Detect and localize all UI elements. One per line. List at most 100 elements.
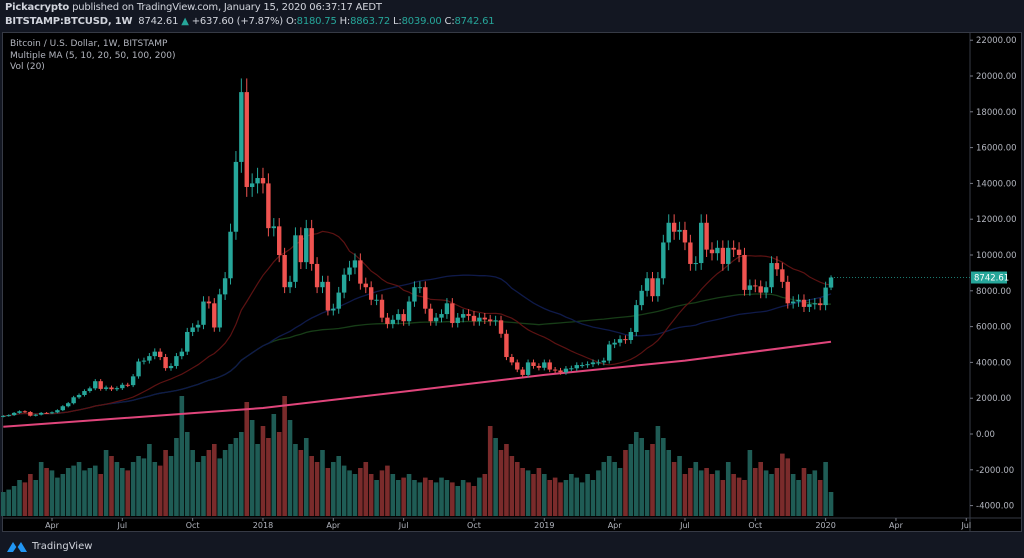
candle-body [433, 317, 439, 322]
x-tick-label: Jul [116, 521, 127, 530]
candle-body [396, 314, 401, 320]
volume-bar [536, 468, 542, 516]
candle-body [520, 369, 525, 375]
candle-body [439, 314, 444, 318]
candle-body [493, 320, 498, 322]
candle-body [812, 303, 817, 305]
volume-bar [433, 482, 439, 516]
volume-bar [363, 462, 369, 516]
volume-bar [450, 482, 455, 516]
volume-bar [109, 456, 114, 516]
candle-body [612, 342, 617, 345]
candle-body [358, 260, 363, 284]
volume-bar [612, 462, 617, 516]
y-tick-label: 14000.00 [976, 179, 1017, 189]
volume-bar [774, 468, 780, 516]
candle-body [709, 249, 715, 254]
volume-bar [309, 456, 314, 516]
legend-ma[interactable]: Multiple MA (5, 10, 20, 50, 100, 200) [10, 50, 176, 61]
volume-bar [125, 470, 131, 516]
volume-bar [136, 456, 141, 516]
candle-body [249, 183, 255, 187]
volume-bar [812, 470, 818, 516]
candle-body [796, 299, 801, 302]
candle-body [650, 278, 655, 297]
volume-bar [374, 480, 379, 516]
candle-body [579, 365, 585, 367]
publisher-name[interactable]: Pickacrypto [5, 2, 70, 13]
volume-bar [87, 468, 93, 516]
volume-bar [249, 420, 255, 516]
volume-bar [785, 458, 791, 516]
volume-bar [406, 474, 412, 516]
volume-bar [563, 480, 569, 516]
candle-body [190, 327, 195, 332]
last-price-label: 8742.61 [974, 274, 1009, 284]
last-price: 8742.61 [138, 16, 179, 27]
y-tick-label: 6000.00 [976, 323, 1011, 333]
volume-bar [190, 450, 195, 516]
x-tick-label: Jul [398, 521, 409, 530]
candle-body [644, 278, 650, 291]
candle-body [157, 351, 163, 358]
candle-body [628, 331, 634, 341]
x-tick-label: Apr [326, 521, 341, 530]
volume-bar [422, 477, 428, 516]
candle-body [385, 317, 390, 324]
x-tick-label: Oct [467, 521, 481, 530]
volume-bar [569, 474, 574, 516]
candle-body [168, 365, 174, 369]
legend-vol[interactable]: Vol (20) [10, 62, 45, 72]
candle-body [87, 388, 93, 392]
x-tick-label: Jul [960, 521, 971, 530]
candle-body [390, 319, 396, 324]
volume-bar [233, 438, 239, 516]
volume-bar [260, 426, 266, 516]
volume-bar [633, 432, 639, 516]
volume-bar [98, 474, 103, 516]
volume-bar [147, 444, 152, 516]
candle-body [293, 235, 298, 282]
volume-bar [303, 438, 309, 516]
y-tick-label: 16000.00 [976, 144, 1017, 154]
volume-bar [769, 474, 774, 516]
volume-bar [606, 456, 612, 516]
publish-info: Pickacrypto published on TradingView.com… [5, 2, 382, 13]
volume-bar [417, 482, 423, 516]
candle-body [563, 368, 569, 373]
candle-body [601, 360, 607, 363]
candle-body [195, 324, 201, 328]
tradingview-brand[interactable]: TradingView [32, 540, 93, 552]
candle-body [239, 92, 244, 162]
symbol-info: BITSTAMP:BTCUSD, 1W 8742.61 ▲ +637.60 (+… [5, 16, 495, 27]
volume-bar [579, 482, 585, 516]
candle-body [498, 320, 504, 334]
volume-bar [22, 482, 28, 516]
volume-bar [239, 432, 244, 516]
volume-bar [287, 420, 293, 516]
volume-bar [542, 474, 547, 516]
chart-pane[interactable] [2, 32, 1022, 532]
candle-body [585, 364, 590, 366]
volume-bar [255, 444, 260, 516]
candle-body [693, 263, 698, 265]
volume-bar [55, 477, 60, 516]
volume-bar [38, 462, 44, 516]
y-tick-label: 8000.00 [976, 287, 1011, 297]
candle-body [185, 331, 190, 352]
x-tick-label: 2020 [815, 521, 835, 530]
volume-bar [709, 474, 715, 516]
candle-body [147, 356, 152, 361]
candle-body [331, 308, 336, 311]
low-label: L: [393, 16, 402, 27]
volume-bar [747, 450, 753, 516]
volume-bar [44, 468, 49, 516]
ma100-line [3, 293, 832, 417]
volume-bar [331, 462, 336, 516]
close-value: 8742.61 [454, 16, 495, 27]
candle-body [314, 263, 320, 288]
candle-body [222, 278, 228, 295]
volume-bar [796, 480, 801, 516]
y-tick-label: 22000.00 [976, 36, 1017, 46]
